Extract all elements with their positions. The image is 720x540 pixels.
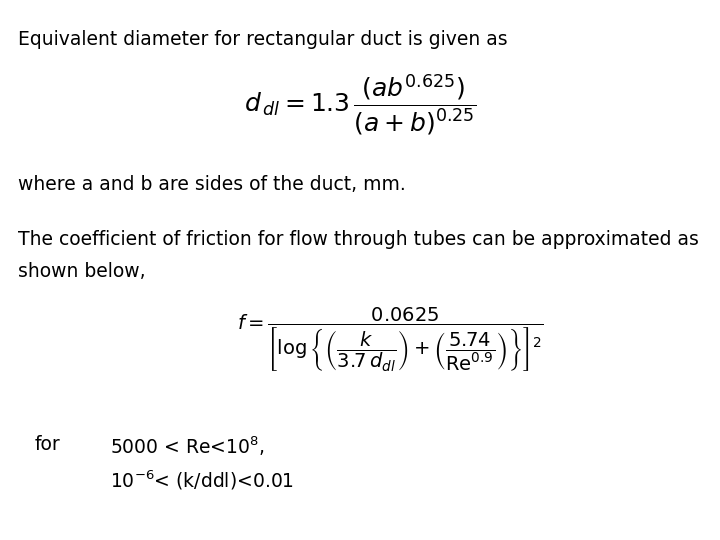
Text: The coefficient of friction for flow through tubes can be approximated as: The coefficient of friction for flow thr… [18, 230, 699, 249]
Text: $d_{\,dl} = 1.3\,\dfrac{\left(ab^{0.625}\right)}{\left(a+b\right)^{0.25}}$: $d_{\,dl} = 1.3\,\dfrac{\left(ab^{0.625}… [244, 73, 476, 137]
Text: where a and b are sides of the duct, mm.: where a and b are sides of the duct, mm. [18, 175, 406, 194]
Text: Equivalent diameter for rectangular duct is given as: Equivalent diameter for rectangular duct… [18, 30, 508, 49]
Text: $f = \dfrac{0.0625}{\left[\log\left\{\left(\dfrac{k}{3.7\,d_{dl}}\right)+\left(\: $f = \dfrac{0.0625}{\left[\log\left\{\le… [237, 306, 543, 374]
Text: for: for [35, 435, 60, 454]
Text: shown below,: shown below, [18, 262, 145, 281]
Text: 10$^{-6}$< (k/ddl)<0.01: 10$^{-6}$< (k/ddl)<0.01 [110, 468, 294, 491]
Text: 5000 < Re<10$^{8}$,: 5000 < Re<10$^{8}$, [110, 435, 265, 458]
